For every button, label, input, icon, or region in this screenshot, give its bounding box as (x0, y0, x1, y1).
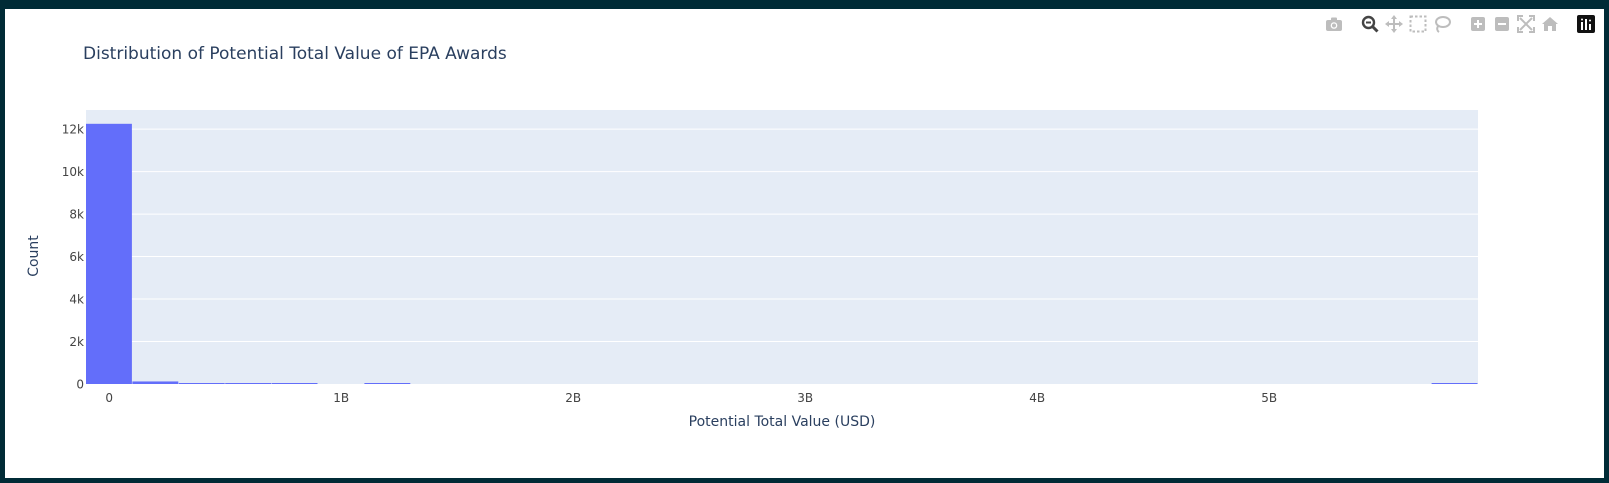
x-tick-label: 5B (1261, 391, 1277, 405)
histogram-bar[interactable] (132, 381, 179, 384)
histogram-bar[interactable] (178, 383, 225, 384)
x-tick-label: 3B (797, 391, 813, 405)
x-axis-label: Potential Total Value (USD) (689, 414, 876, 430)
y-tick-label: 12k (62, 123, 84, 137)
zoom-icon[interactable] (1360, 14, 1380, 34)
box-select-icon[interactable] (1408, 14, 1428, 34)
chart-container: 0 2k 4k 6k 8k 10k 12k 0 1B 2B 3B 4B 5B Distribution… (5, 9, 1604, 478)
zoom-out-icon[interactable] (1492, 14, 1512, 34)
reset-axes-icon[interactable] (1540, 14, 1560, 34)
x-tick-label: 0 (105, 391, 113, 405)
histogram-bar[interactable] (1431, 383, 1478, 384)
x-tick-label: 2B (565, 391, 581, 405)
autoscale-icon[interactable] (1516, 14, 1536, 34)
y-tick-label: 4k (69, 293, 84, 307)
y-tick-label: 2k (69, 335, 84, 349)
y-tick-label: 6k (69, 250, 84, 264)
y-axis-label: Count (26, 235, 42, 277)
modebar (1322, 13, 1598, 35)
plot-area (86, 110, 1478, 384)
x-tick-label: 4B (1029, 391, 1045, 405)
histogram-bar[interactable] (271, 383, 318, 384)
x-tick-label: 1B (333, 391, 349, 405)
plotly-logo-icon[interactable] (1576, 14, 1596, 34)
zoom-in-icon[interactable] (1468, 14, 1488, 34)
histogram-chart: 0 2k 4k 6k 8k 10k 12k 0 1B 2B 3B 4B 5B Distribution… (26, 44, 1478, 430)
y-tick-label: 8k (69, 208, 84, 222)
camera-icon[interactable] (1324, 14, 1344, 34)
histogram-bar[interactable] (364, 383, 411, 384)
y-tick-label: 10k (62, 165, 84, 179)
lasso-select-icon[interactable] (1432, 14, 1452, 34)
chart-title: Distribution of Potential Total Value of… (83, 44, 507, 64)
pan-icon[interactable] (1384, 14, 1404, 34)
y-tick-label: 0 (76, 378, 84, 392)
histogram-bar[interactable] (225, 383, 272, 384)
histogram-bar[interactable] (86, 123, 132, 384)
